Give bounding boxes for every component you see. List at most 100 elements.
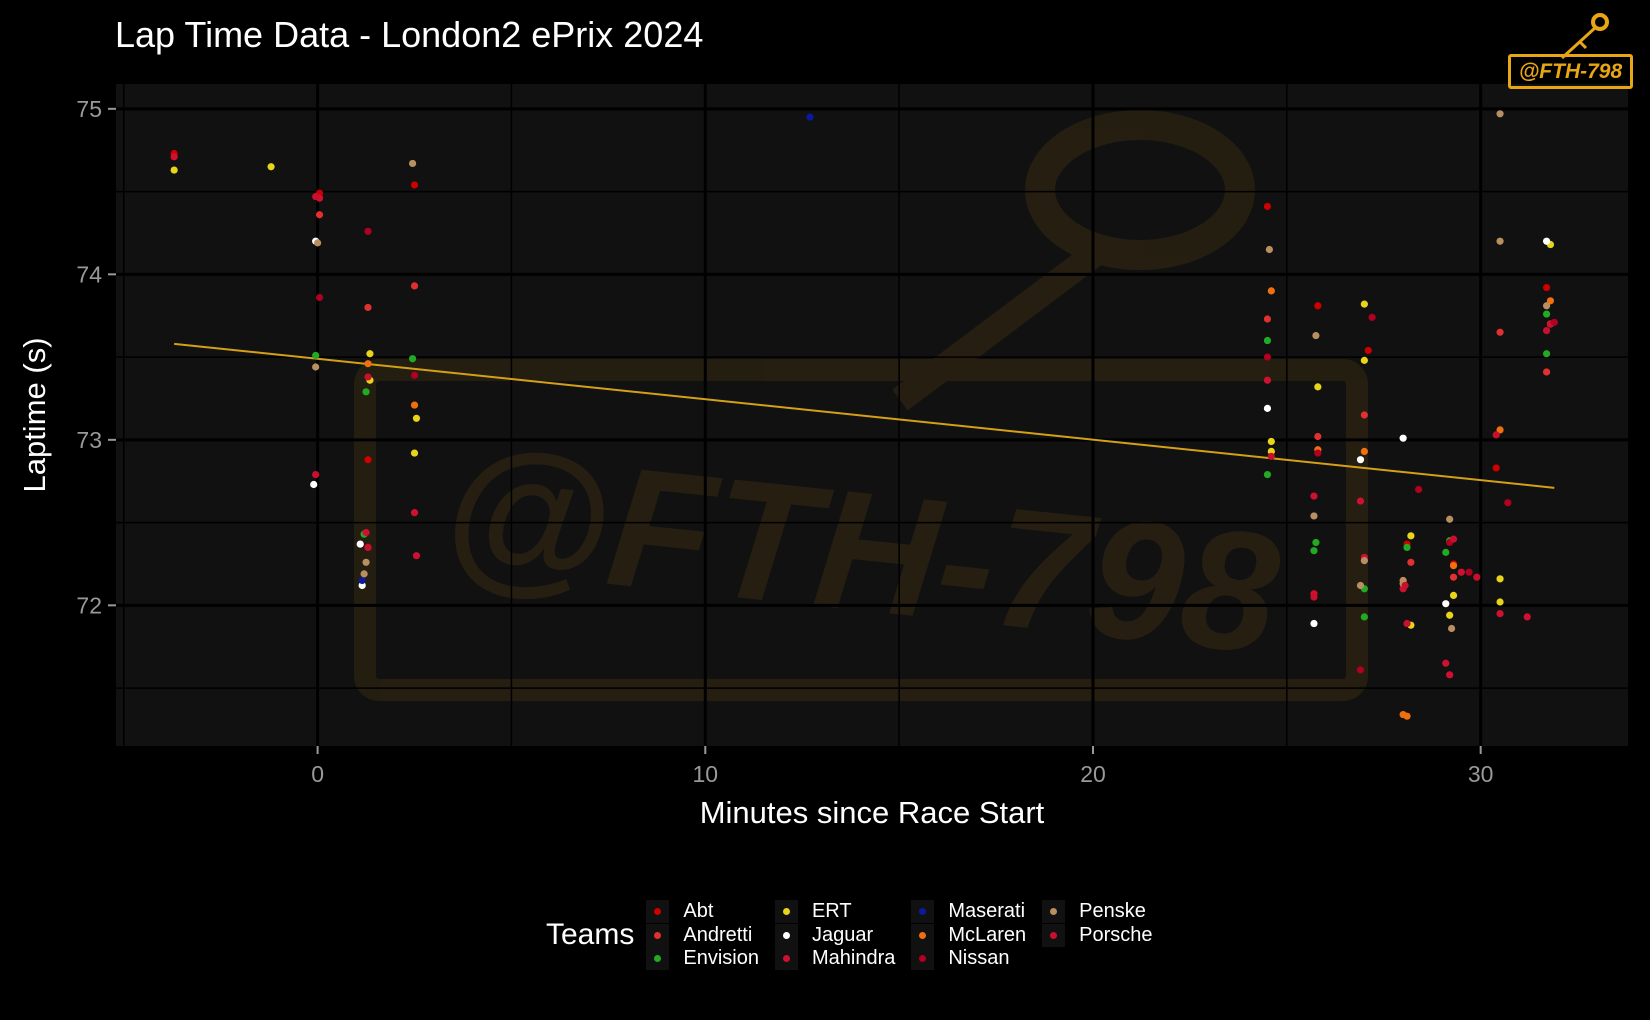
data-point (1446, 611, 1454, 619)
data-point (366, 350, 374, 358)
data-point (364, 227, 372, 235)
data-point (362, 528, 370, 537)
legend-label: Mahindra (811, 947, 896, 970)
data-point (1496, 328, 1504, 336)
legend-dot (782, 908, 790, 916)
x-tick-label: 20 (1080, 761, 1106, 787)
data-point (358, 576, 366, 585)
data-point (1360, 613, 1368, 621)
legend-key (774, 900, 798, 924)
data-point (1457, 568, 1465, 576)
data-point (1314, 383, 1322, 391)
data-point (1310, 492, 1318, 500)
data-point (1449, 573, 1458, 581)
data-point (312, 470, 320, 479)
data-point (1263, 376, 1272, 384)
data-point (1550, 318, 1558, 326)
legend-column: Abt Andretti Envision (646, 900, 759, 971)
data-point (170, 153, 178, 161)
y-tick-label: 74 (76, 261, 102, 287)
data-point (1449, 562, 1458, 570)
data-point (310, 480, 318, 489)
data-point (1542, 283, 1551, 292)
legend-item: Jaguar (774, 923, 895, 948)
legend-dot (919, 908, 927, 916)
legend-dot (782, 955, 790, 963)
x-tick-label: 30 (1468, 761, 1494, 787)
data-point (1442, 600, 1450, 608)
y-tick-label: 73 (76, 427, 102, 453)
data-point (1496, 610, 1504, 618)
data-point (410, 509, 419, 517)
data-point (1310, 593, 1318, 601)
data-point (1312, 538, 1320, 547)
data-point (312, 363, 320, 371)
data-point (364, 456, 372, 464)
data-point (410, 449, 419, 457)
legend-column: Maserati McLaren Nissan (911, 900, 1026, 971)
data-point (1407, 532, 1415, 540)
x-tick-label: 10 (692, 761, 718, 787)
data-point (408, 355, 417, 363)
data-point (1492, 431, 1500, 439)
legend-item: McLaren (911, 923, 1027, 948)
data-point (1446, 671, 1454, 679)
legend-item: Abt (646, 900, 759, 924)
data-point (1356, 497, 1365, 505)
data-point (1496, 575, 1504, 583)
data-point (1356, 666, 1365, 674)
legend-label: Andretti (683, 923, 753, 946)
data-point (1523, 613, 1531, 621)
data-point (312, 351, 320, 360)
y-axis-title: Laptime (s) (17, 337, 52, 493)
legend-key (911, 947, 935, 971)
trend-line (174, 342, 1555, 489)
data-point (1312, 331, 1320, 340)
data-point (806, 113, 814, 121)
axis-ticks: 0 10 20 30 72 73 74 75 (76, 96, 1493, 787)
data-point (1403, 543, 1411, 552)
data-point (312, 192, 320, 201)
legend-label: Jaguar (811, 923, 874, 946)
data-point (1310, 512, 1318, 520)
legend-dot (654, 931, 662, 939)
data-point (410, 371, 419, 379)
data-point (1263, 353, 1272, 361)
data-point (170, 166, 178, 174)
legend-key (774, 947, 798, 971)
legend-dot (654, 908, 662, 916)
legend-item: Maserati (911, 900, 1026, 924)
data-point (1407, 558, 1415, 566)
data-point (1496, 426, 1504, 434)
data-point (1446, 515, 1454, 523)
data-point (1314, 432, 1322, 441)
data-point (1360, 411, 1368, 419)
data-point (1263, 404, 1272, 412)
data-point (1267, 437, 1275, 446)
data-point (1360, 447, 1368, 456)
y-tick-label: 75 (76, 96, 102, 122)
legend-label: McLaren (948, 923, 1027, 946)
data-point (362, 388, 370, 396)
data-point (362, 558, 370, 566)
data-point (1360, 557, 1368, 565)
data-point (410, 282, 419, 290)
legend-dot (919, 955, 927, 963)
data-point (1542, 326, 1551, 335)
data-point (1356, 456, 1365, 464)
data-point (356, 540, 364, 548)
y-tick-label: 72 (76, 592, 102, 618)
legend-label: Envision (683, 947, 759, 970)
legend-item: Envision (646, 947, 759, 971)
data-point (1449, 535, 1458, 543)
x-tick-label: 0 (311, 761, 324, 787)
legend-dot (782, 931, 790, 939)
data-point (364, 360, 372, 368)
data-point (1403, 712, 1411, 720)
data-point (1542, 310, 1551, 318)
plot-panel (116, 84, 1628, 746)
legend-dot (1050, 931, 1058, 939)
legend-key (1042, 923, 1066, 947)
data-point (1360, 300, 1368, 308)
